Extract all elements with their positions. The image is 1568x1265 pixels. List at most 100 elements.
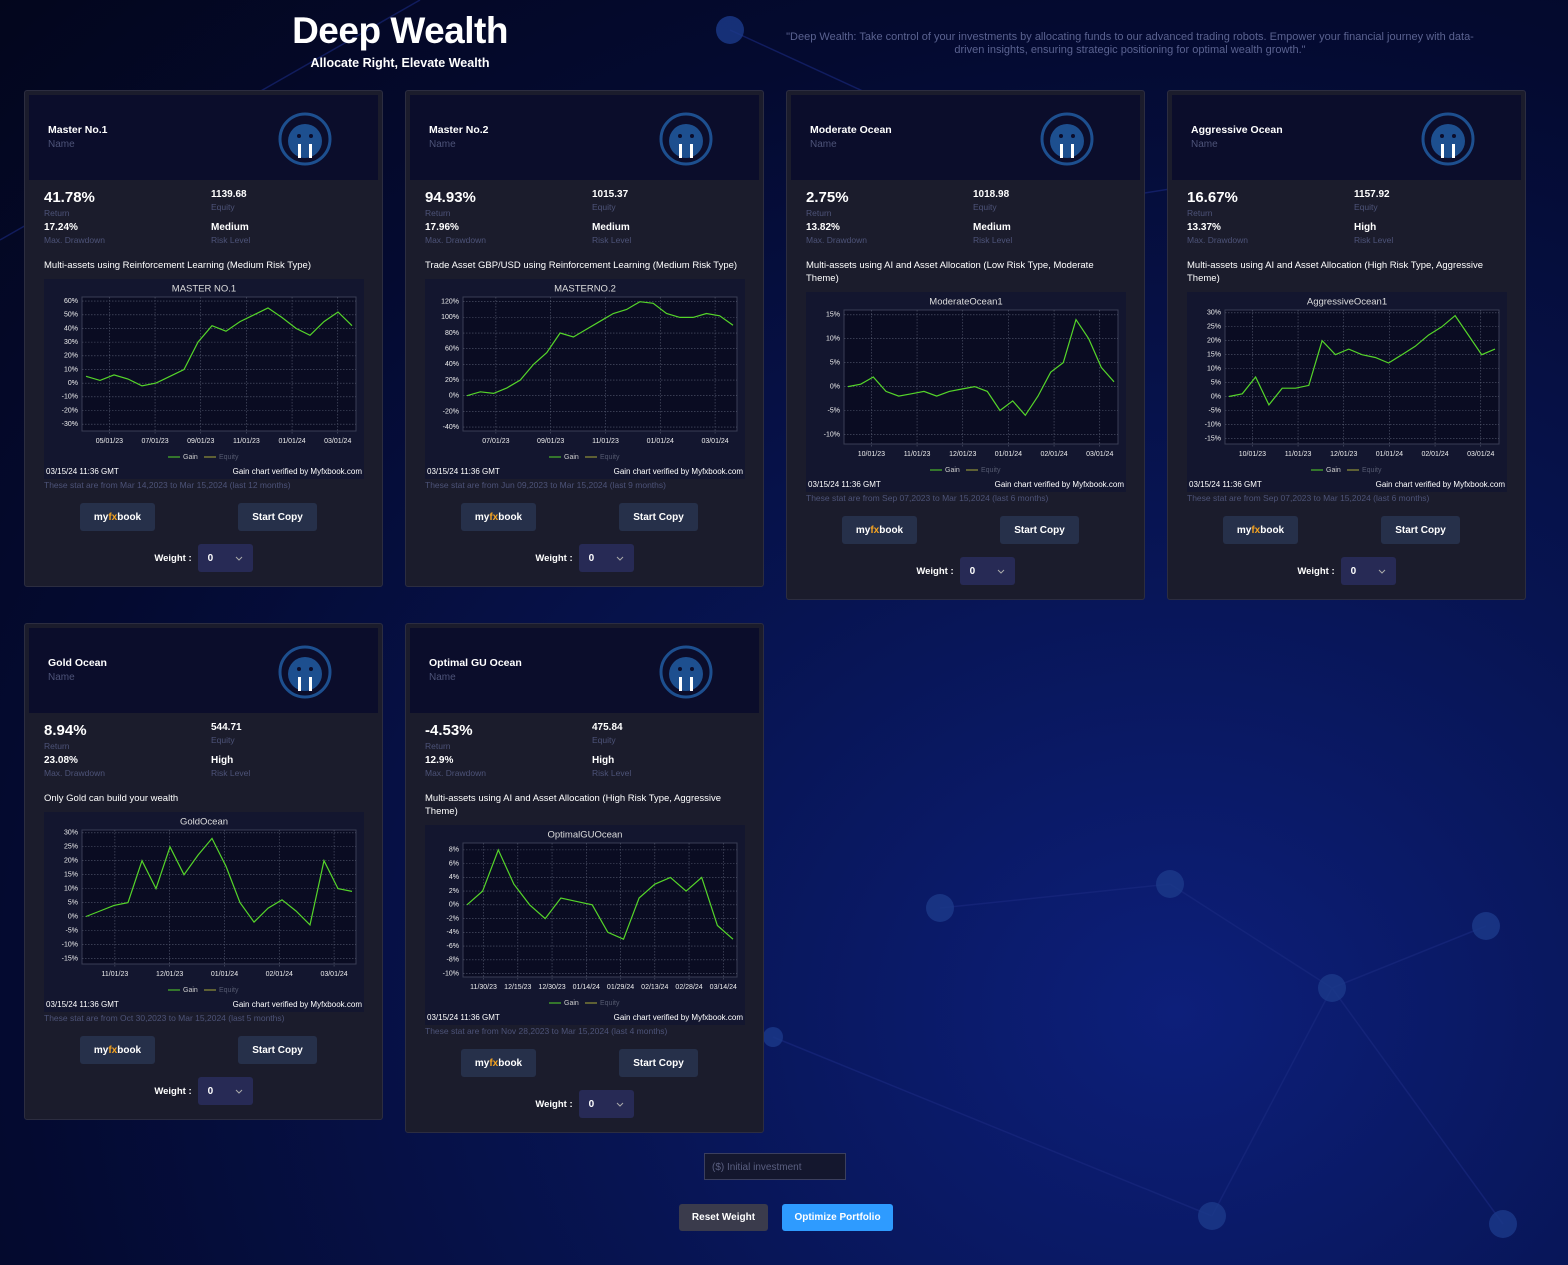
y-tick-label: -6% [447,943,459,950]
gain-line [466,848,734,941]
y-tick-label: 20% [64,858,78,865]
start-copy-button[interactable]: Start Copy [619,1049,698,1077]
avatar-tusk [679,677,682,691]
start-copy-button[interactable]: Start Copy [1000,516,1079,544]
weight-select[interactable]: 0 [197,1077,253,1105]
x-tick-label: 10/01/23 [1239,451,1266,458]
avatar-eye [678,667,682,671]
avatar-ring [278,645,332,699]
logo-my: my [474,1057,490,1069]
x-tick-label: 01/01/24 [278,438,305,445]
weight-select[interactable]: 0 [197,544,253,572]
risk-value: High [1354,222,1377,233]
chart-verified: Gain chart verified by Myfxbook.com [1376,480,1506,489]
gain-chart: ModerateOcean1 15% 10% 5% 0% -5% -10% 10/01/23 1… [806,292,1126,492]
avatar [278,112,332,166]
stat-range: These stat are from Oct 30,2023 to Mar 1… [44,1013,285,1023]
x-tick-label: 03/01/24 [324,438,351,445]
weight-row: Weight : 0 [29,531,378,572]
weight-select[interactable]: 0 [959,557,1015,585]
myfxbook-button[interactable]: my fx book [461,1049,536,1077]
avatar [659,112,713,166]
weight-select[interactable]: 0 [578,544,634,572]
chevron [235,556,242,561]
description: Multi-assets using AI and Asset Allocati… [425,793,722,817]
avatar-ring [659,645,713,699]
strategy-name: Master No.1 [48,124,108,136]
x-tick-label: 05/01/23 [96,438,123,445]
chart-verified: Gain chart verified by Myfxbook.com [614,1013,744,1022]
weight-select[interactable]: 0 [578,1090,634,1118]
y-tick-label: 0% [449,393,459,400]
start-copy-button[interactable]: Start Copy [238,503,317,531]
myfxbook-button[interactable]: my fx book [80,1036,155,1064]
chart-timestamp: 03/15/24 11:36 GMT [427,467,500,476]
myfxbook-button[interactable]: my fx book [1223,516,1298,544]
plot-bg [81,296,357,432]
strategy-card: Aggressive Ocean Name 16.67% Return 13.37% Ma… [1167,90,1526,600]
y-tick-label: 0% [1211,393,1221,400]
reset-button[interactable]: Reset Weight [679,1204,768,1231]
name-label: Name [48,139,75,150]
x-tick-label: 12/01/23 [156,971,183,978]
y-tick-label: 50% [64,312,78,319]
avatar-tusk [309,144,312,158]
buttons: my fx book Start Copy [1172,503,1521,544]
dropdown-arrow [616,1102,623,1107]
chart-timestamp: 03/15/24 11:36 GMT [427,1013,500,1022]
y-tick-label: 30% [1207,310,1221,317]
legend-gain: Gain [183,987,198,994]
y-tick-label: 20% [1207,338,1221,345]
start-copy-button[interactable]: Start Copy [1381,516,1460,544]
investment-input[interactable]: ($) Initial investment [704,1153,846,1180]
strategy-name: Moderate Ocean [810,124,892,136]
weight-value: 0 [207,552,214,564]
risk-value: Medium [592,222,630,233]
weight-label: Weight : [154,552,192,564]
y-tick-label: 4% [449,874,459,881]
buttons: my fx book Start Copy [791,503,1140,544]
myfxbook-button[interactable]: my fx book [461,503,536,531]
weight-label: Weight : [535,552,573,564]
name-label: Name [48,672,75,683]
logo-fx: fx [489,511,499,523]
y-tick-label: -20% [443,408,459,415]
buttons: my fx book Start Copy [29,1023,378,1064]
chart-timestamp: 03/15/24 11:36 GMT [808,480,881,489]
y-tick-label: 15% [1207,352,1221,359]
logo-my: my [855,524,871,536]
strategy-card: Optimal GU Ocean Name -4.53% Return 12.9% Max… [405,623,764,1133]
logo-book: book [117,511,142,523]
dropdown-arrow [616,556,623,561]
equity-label: Equity [592,202,616,212]
gain-chart: MASTERNO.2 120% 100% 80% 60% 40% 20% 0% -20% -40%… [425,279,745,479]
optimize-button[interactable]: Optimize Portfolio [782,1204,893,1231]
avatar-tusk [690,144,693,158]
y-tick-label: 10% [1207,365,1221,372]
risk-label: Risk Level [211,235,251,245]
return-value: 94.93% [425,189,476,206]
return-value: 41.78% [44,189,95,206]
return-value: 8.94% [44,722,87,739]
myfxbook-button[interactable]: my fx book [80,503,155,531]
gain-chart: OptimalGUOcean 8% 6% 4% 2% 0% -2% -4% -6% -8% -10%… [425,825,745,1025]
drawdown-value: 23.08% [44,755,78,766]
avatar-tusk [298,144,301,158]
title: Deep Wealth [292,10,508,51]
logo-fx: fx [489,1057,499,1069]
x-tick-label: 03/01/24 [320,971,347,978]
chart-title: GoldOcean [180,817,228,828]
chart-title: MASTER NO.1 [172,284,236,295]
dropdown-arrow [997,569,1004,574]
weight-select[interactable]: 0 [1340,557,1396,585]
start-copy-button[interactable]: Start Copy [238,1036,317,1064]
buttons: my fx book Start Copy [29,490,378,531]
chart-title: MASTERNO.2 [554,284,616,295]
avatar-eye [690,134,694,138]
y-tick-label: 60% [64,298,78,305]
start-copy-button[interactable]: Start Copy [619,503,698,531]
x-tick-label: 02/01/24 [266,971,293,978]
drawdown-label: Max. Drawdown [425,768,486,778]
myfxbook-button[interactable]: my fx book [842,516,917,544]
legend-gain: Gain [564,1000,579,1007]
